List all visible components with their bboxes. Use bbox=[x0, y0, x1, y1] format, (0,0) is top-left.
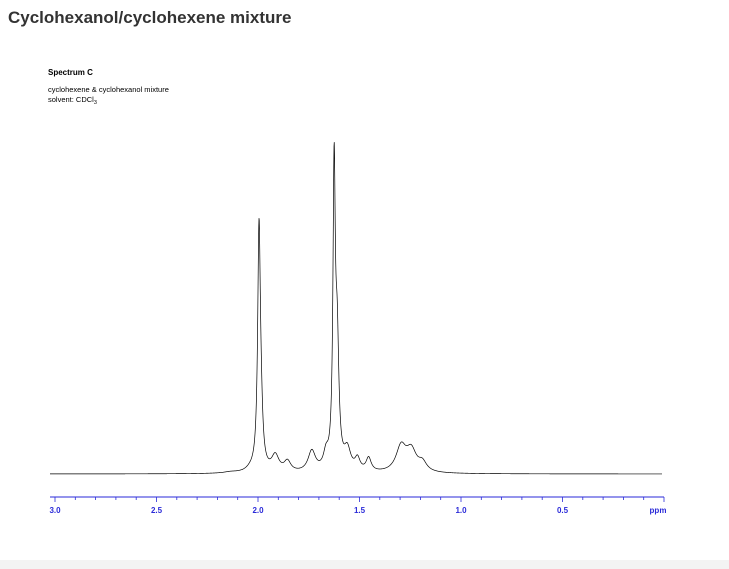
x-tick-label: 1.5 bbox=[354, 506, 366, 515]
spectrum-description: cyclohexene & cyclohexanol mixture bbox=[48, 85, 169, 94]
page-title: Cyclohexanol/cyclohexene mixture bbox=[8, 8, 292, 27]
x-axis-unit-label: ppm bbox=[650, 506, 667, 515]
spectrum-trace bbox=[50, 142, 662, 475]
x-tick-label: 0.5 bbox=[557, 506, 569, 515]
page-footer-band bbox=[0, 560, 729, 569]
spectrum-solvent: solvent: CDCl3 bbox=[48, 95, 97, 106]
spectrum-title: Spectrum C bbox=[48, 68, 93, 77]
x-tick-label: 2.5 bbox=[151, 506, 163, 515]
x-tick-label: 2.0 bbox=[252, 506, 264, 515]
x-tick-label: 3.0 bbox=[49, 506, 61, 515]
x-tick-label: 1.0 bbox=[455, 506, 467, 515]
